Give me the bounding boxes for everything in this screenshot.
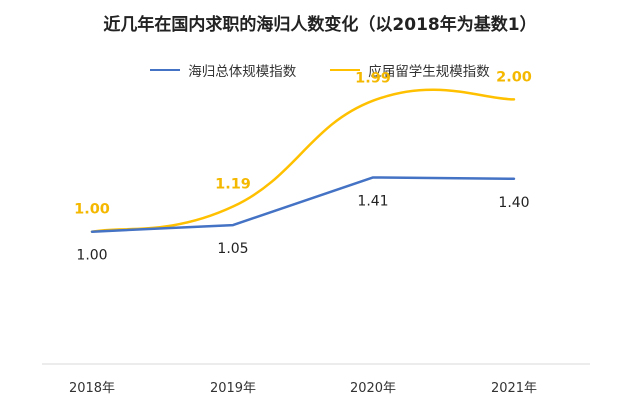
- chart-title: 近几年在国内求职的海归人数变化（以2018年为基数1）: [103, 15, 537, 35]
- data-label-s0-3: 1.40: [498, 195, 529, 211]
- series-line-0: [90, 176, 516, 233]
- data-label-s0-2: 1.41: [357, 193, 388, 209]
- legend: 海归总体规模指数 应届留学生规模指数: [0, 60, 640, 80]
- legend-item-overall: 海归总体规模指数: [150, 60, 296, 80]
- legend-swatch-graduates: [330, 69, 361, 71]
- series-line-1: [90, 88, 516, 233]
- data-label-s0-0: 1.00: [76, 248, 107, 264]
- data-label-s1-1: 1.19: [215, 177, 251, 193]
- data-label-s1-2: 1.99: [355, 71, 391, 87]
- data-label-s0-1: 1.05: [217, 241, 248, 257]
- legend-label-overall: 海归总体规模指数: [188, 64, 297, 80]
- x-tick-label-3: 2021年: [491, 381, 537, 396]
- legend-label-graduates: 应届留学生规模指数: [368, 64, 490, 80]
- data-label-s1-3: 2.00: [496, 69, 532, 85]
- data-label-s1-0: 1.00: [74, 202, 110, 218]
- x-tick-label-1: 2019年: [210, 381, 256, 396]
- x-tick-label-2: 2020年: [350, 381, 396, 396]
- legend-swatch-overall: [150, 69, 181, 71]
- legend-item-graduates: 应届留学生规模指数: [330, 60, 490, 80]
- x-tick-label-0: 2018年: [69, 381, 115, 396]
